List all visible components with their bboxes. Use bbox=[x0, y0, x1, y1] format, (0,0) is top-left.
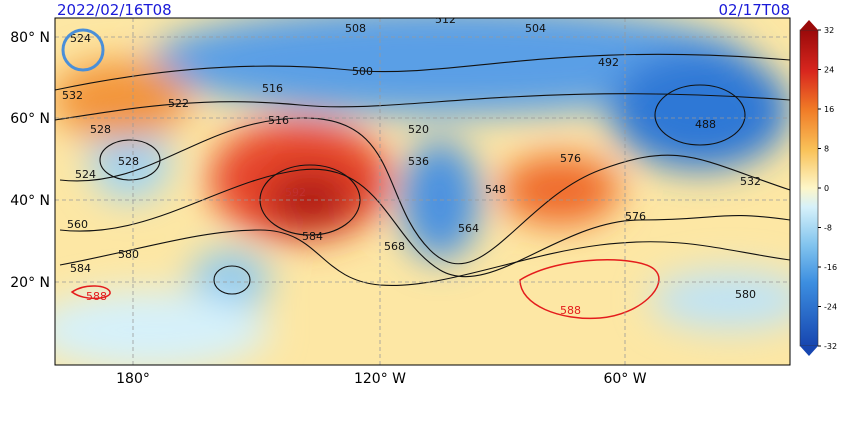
colorbar-label: -16 bbox=[824, 263, 837, 272]
header-right: 02/17T08 bbox=[719, 1, 790, 19]
colorbar-label: -32 bbox=[824, 342, 837, 351]
contour-label: 512 bbox=[435, 13, 456, 26]
contour-label: 508 bbox=[345, 22, 366, 35]
contour-label: 588 bbox=[560, 304, 581, 317]
contour-label: 532 bbox=[62, 89, 83, 102]
map-frame bbox=[54, 17, 791, 366]
contour-label: 592 bbox=[285, 186, 306, 199]
colorbar-label: -24 bbox=[824, 303, 837, 312]
lat-label: 40° N bbox=[10, 193, 50, 209]
contour-label: 492 bbox=[598, 56, 619, 69]
contour-label: 576 bbox=[560, 152, 581, 165]
colorbar: 32 24 16 8 0 -8 -16 -24 -32 bbox=[799, 20, 837, 356]
lat-label: 20° N bbox=[10, 275, 50, 291]
contour-label: 524 bbox=[75, 168, 96, 181]
contour-label: 516 bbox=[262, 82, 283, 95]
contour-label: 588 bbox=[86, 290, 107, 303]
contour-label: 580 bbox=[118, 248, 139, 261]
header-left: 2022/02/16T08 bbox=[57, 1, 172, 19]
contour-label: 522 bbox=[168, 97, 189, 110]
lat-label: 60° N bbox=[10, 111, 50, 127]
contour-label: 548 bbox=[485, 183, 506, 196]
contour-label: 580 bbox=[735, 288, 756, 301]
colorbar-arrow bbox=[800, 346, 818, 356]
contour-label: 528 bbox=[90, 123, 111, 136]
colorbar-label: 8 bbox=[824, 145, 829, 154]
colorbar-label: 16 bbox=[824, 105, 834, 114]
contour-label: 560 bbox=[67, 218, 88, 231]
colorbar-label: 32 bbox=[824, 26, 834, 35]
colorbar-label: 0 bbox=[824, 184, 829, 193]
contour-label: 500 bbox=[352, 65, 373, 78]
logo bbox=[61, 28, 105, 72]
contour-label: 536 bbox=[408, 155, 429, 168]
contour-label: 576 bbox=[625, 210, 646, 223]
contour-label: 532 bbox=[740, 175, 761, 188]
contour-labels: 524 532 528 522 516 512 508 500 504 492 … bbox=[62, 13, 761, 317]
contour-label: 488 bbox=[695, 118, 716, 131]
lon-label: 60° W bbox=[603, 371, 646, 387]
contour-label: 528 bbox=[118, 155, 139, 168]
colorbar-bar bbox=[799, 29, 819, 347]
contour-label: 504 bbox=[525, 22, 546, 35]
contour-label: 584 bbox=[70, 262, 91, 275]
contour-label: 516 bbox=[268, 114, 289, 127]
colorbar-label: 24 bbox=[824, 66, 834, 75]
colorbar-label: -8 bbox=[824, 224, 832, 233]
lon-label: 180° bbox=[116, 371, 150, 387]
colorbar-arrow bbox=[800, 20, 818, 30]
map-field: 524 532 528 522 516 512 508 500 504 492 … bbox=[55, 13, 790, 365]
lat-label: 80° N bbox=[10, 30, 50, 46]
contour-label: 524 bbox=[70, 32, 91, 45]
contour-label: 564 bbox=[458, 222, 479, 235]
contour-label: 568 bbox=[384, 240, 405, 253]
contour-label: 520 bbox=[408, 123, 429, 136]
lon-label: 120° W bbox=[354, 371, 406, 387]
contour-label: 584 bbox=[302, 230, 323, 243]
